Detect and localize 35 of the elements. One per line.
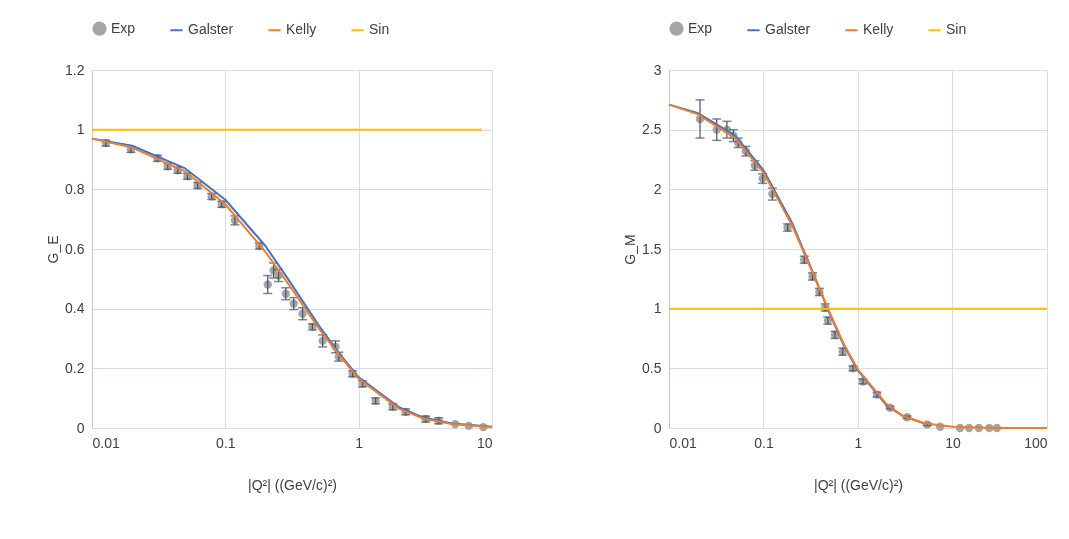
- y-tick-label: 0.6: [65, 240, 85, 257]
- x-tick-label: 1: [355, 434, 364, 451]
- y-tick-label: 3: [653, 61, 662, 78]
- y-tick-label: 0.5: [642, 359, 662, 376]
- y-tick-label: 0.8: [65, 180, 85, 197]
- x-tick-label: 0.1: [754, 434, 774, 451]
- y-tick-label: 0: [653, 419, 662, 436]
- y-tick-label: 0.4: [65, 300, 85, 317]
- legend-label: Sin: [369, 21, 390, 38]
- y-tick-label: 2.5: [642, 121, 662, 138]
- x-tick-label: 100: [1024, 434, 1048, 451]
- x-tick-label: 0.1: [216, 434, 236, 451]
- legend-label: Galster: [188, 21, 234, 38]
- y-tick-label: 0: [76, 419, 85, 436]
- y-axis-title: G_M: [622, 234, 639, 265]
- y-tick-label: 2: [653, 180, 662, 197]
- y-tick-label: 1: [76, 121, 85, 138]
- y-axis-title: G_E: [45, 235, 62, 264]
- legend-label: Kelly: [286, 21, 317, 38]
- x-tick-label: 10: [476, 434, 493, 451]
- x-axis-title: |Q²| ((GeV/c)²): [248, 476, 337, 493]
- legend-label: Galster: [765, 21, 811, 38]
- x-tick-label: 0.01: [92, 434, 120, 451]
- y-tick-label: 1.2: [65, 61, 85, 78]
- x-tick-label: 0.01: [669, 434, 697, 451]
- legend-label: Sin: [946, 21, 967, 38]
- legend-label: Exp: [111, 19, 136, 36]
- legend-label: Kelly: [863, 21, 894, 38]
- y-tick-label: 1: [653, 300, 662, 317]
- y-tick-label: 1.5: [642, 240, 662, 257]
- x-tick-label: 1: [854, 434, 863, 451]
- y-tick-label: 0.2: [65, 359, 85, 376]
- legend-label: Exp: [688, 19, 713, 36]
- x-tick-label: 10: [945, 434, 961, 451]
- x-axis-title: |Q²| ((GeV/c)²): [814, 476, 903, 493]
